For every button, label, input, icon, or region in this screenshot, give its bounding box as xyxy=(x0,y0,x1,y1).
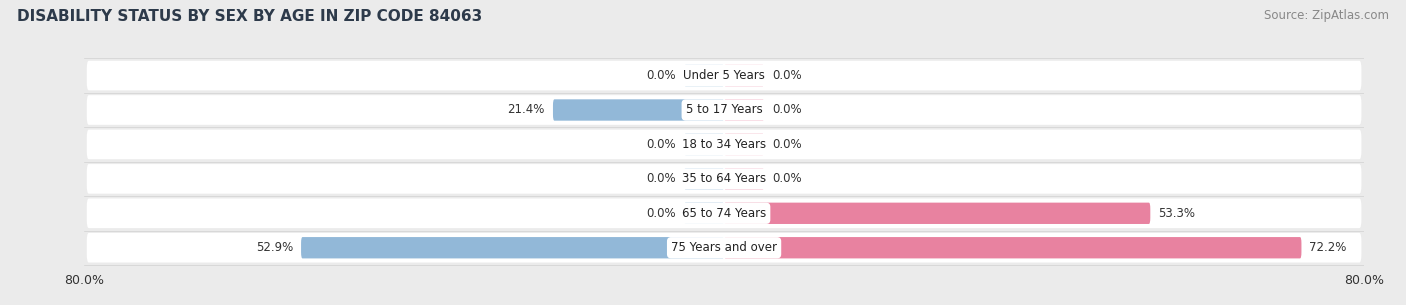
FancyBboxPatch shape xyxy=(87,164,1361,194)
Text: 0.0%: 0.0% xyxy=(772,172,801,185)
Text: 0.0%: 0.0% xyxy=(772,103,801,117)
Text: 0.0%: 0.0% xyxy=(647,172,676,185)
Text: 0.0%: 0.0% xyxy=(647,69,676,82)
Text: 35 to 64 Years: 35 to 64 Years xyxy=(682,172,766,185)
Text: 72.2%: 72.2% xyxy=(1309,241,1347,254)
Text: Under 5 Years: Under 5 Years xyxy=(683,69,765,82)
Text: 53.3%: 53.3% xyxy=(1159,207,1195,220)
FancyBboxPatch shape xyxy=(87,199,1361,228)
Text: 21.4%: 21.4% xyxy=(508,103,546,117)
FancyBboxPatch shape xyxy=(724,168,763,189)
Text: 5 to 17 Years: 5 to 17 Years xyxy=(686,103,762,117)
FancyBboxPatch shape xyxy=(685,134,724,155)
FancyBboxPatch shape xyxy=(553,99,724,121)
FancyBboxPatch shape xyxy=(685,168,724,189)
Text: 65 to 74 Years: 65 to 74 Years xyxy=(682,207,766,220)
FancyBboxPatch shape xyxy=(685,203,724,224)
FancyBboxPatch shape xyxy=(87,233,1361,263)
FancyBboxPatch shape xyxy=(724,134,763,155)
FancyBboxPatch shape xyxy=(87,95,1361,125)
Text: 18 to 34 Years: 18 to 34 Years xyxy=(682,138,766,151)
Legend: Male, Female: Male, Female xyxy=(659,303,789,305)
FancyBboxPatch shape xyxy=(724,203,1150,224)
Text: Source: ZipAtlas.com: Source: ZipAtlas.com xyxy=(1264,9,1389,22)
FancyBboxPatch shape xyxy=(301,237,724,258)
Text: DISABILITY STATUS BY SEX BY AGE IN ZIP CODE 84063: DISABILITY STATUS BY SEX BY AGE IN ZIP C… xyxy=(17,9,482,24)
Text: 0.0%: 0.0% xyxy=(647,207,676,220)
Text: 0.0%: 0.0% xyxy=(647,138,676,151)
FancyBboxPatch shape xyxy=(87,130,1361,159)
FancyBboxPatch shape xyxy=(87,61,1361,90)
Text: 0.0%: 0.0% xyxy=(772,138,801,151)
Text: 0.0%: 0.0% xyxy=(772,69,801,82)
FancyBboxPatch shape xyxy=(724,99,763,121)
Text: 52.9%: 52.9% xyxy=(256,241,292,254)
FancyBboxPatch shape xyxy=(724,237,1302,258)
FancyBboxPatch shape xyxy=(724,65,763,86)
Text: 75 Years and over: 75 Years and over xyxy=(671,241,778,254)
FancyBboxPatch shape xyxy=(685,65,724,86)
